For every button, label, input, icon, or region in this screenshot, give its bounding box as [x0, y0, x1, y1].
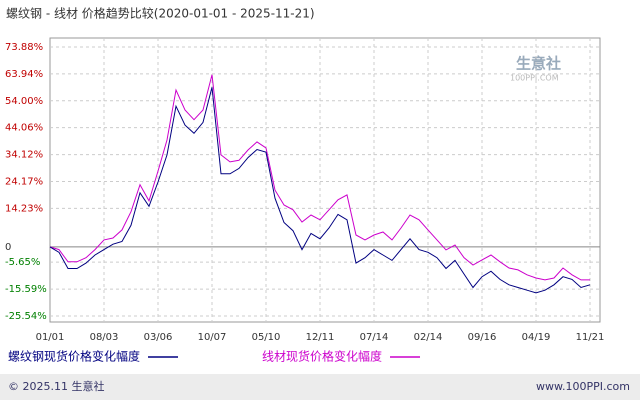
- y-tick-label: 24.17%: [5, 177, 43, 188]
- y-tick-label: 73.88%: [5, 42, 43, 53]
- x-tick-label: 02/14: [414, 332, 443, 343]
- y-tick-label: 0: [5, 242, 11, 253]
- footer-left: © 2025.11 生意社: [8, 379, 104, 393]
- watermark: 生意社: [516, 55, 561, 73]
- x-tick-label: 10/07: [198, 332, 227, 343]
- y-tick-label: 14.23%: [5, 203, 43, 214]
- y-tick-label: -5.65%: [5, 257, 40, 268]
- y-tick-label: -25.54%: [5, 311, 47, 322]
- y-tick-label: 63.94%: [5, 69, 43, 80]
- x-tick-label: 07/14: [360, 332, 389, 343]
- x-tick-label: 05/10: [252, 332, 281, 343]
- y-tick-label: -15.59%: [5, 284, 47, 295]
- legend-label: 螺纹钢现货价格变化幅度: [8, 349, 140, 364]
- plot-frame: [49, 37, 601, 323]
- x-tick-label: 12/11: [306, 332, 335, 343]
- footer-band: [0, 374, 640, 400]
- series-line: [49, 74, 590, 281]
- chart-title: 螺纹钢 - 线材 价格趋势比较(2020-01-01 - 2025-11-21): [6, 6, 315, 21]
- watermark-url: 100PPI.COM: [510, 74, 559, 83]
- y-tick-label: 34.12%: [5, 150, 43, 161]
- series-line: [49, 87, 591, 294]
- legend-label: 线材现货价格变化幅度: [262, 349, 382, 364]
- footer-right: www.100PPI.com: [536, 380, 630, 393]
- x-tick-label: 04/19: [522, 332, 551, 343]
- y-tick-label: 54.00%: [5, 96, 43, 107]
- x-tick-label: 08/03: [90, 332, 119, 343]
- x-tick-label: 11/21: [576, 332, 605, 343]
- y-tick-label: 44.06%: [5, 123, 43, 134]
- x-tick-label: 03/06: [144, 332, 173, 343]
- x-tick-label: 09/16: [468, 332, 497, 343]
- x-tick-label: 01/01: [36, 332, 65, 343]
